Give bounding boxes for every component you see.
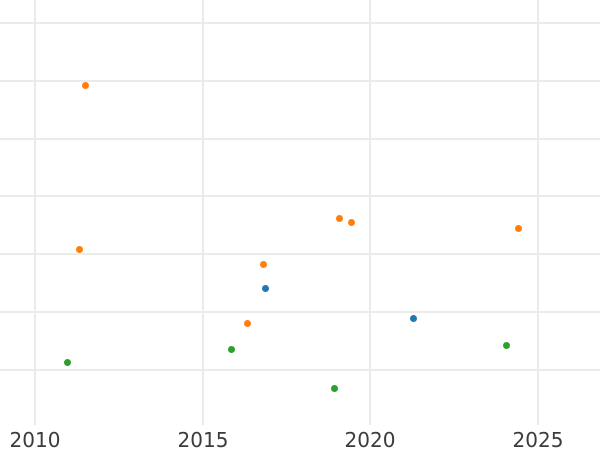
x-tick-label: 2025 <box>512 428 564 450</box>
scatter-point-orange <box>81 81 89 89</box>
scatter-point-blue <box>409 314 417 322</box>
x-tick-label: 2020 <box>344 428 396 450</box>
gridline-vertical <box>369 0 371 425</box>
gridline-horizontal <box>0 311 600 313</box>
gridline-vertical <box>202 0 204 425</box>
gridline-horizontal <box>0 369 600 371</box>
gridline-horizontal <box>0 22 600 24</box>
scatter-point-green <box>330 384 338 392</box>
scatter-point-green <box>227 345 235 353</box>
scatter-point-green <box>502 341 510 349</box>
scatter-point-orange <box>347 218 355 226</box>
x-tick-label: 2010 <box>9 428 61 450</box>
scatter-point-orange <box>243 319 251 327</box>
gridline-vertical <box>34 0 36 425</box>
gridline-horizontal <box>0 138 600 140</box>
x-tick-label: 2015 <box>177 428 229 450</box>
gridline-horizontal <box>0 195 600 197</box>
scatter-point-orange <box>75 245 83 253</box>
scatter-point-blue <box>261 284 269 292</box>
gridline-horizontal <box>0 253 600 255</box>
gridline-horizontal <box>0 80 600 82</box>
scatter-point-orange <box>259 260 267 268</box>
scatter-point-orange <box>335 214 343 222</box>
scatter-point-green <box>63 358 71 366</box>
gridline-vertical <box>537 0 539 425</box>
scatter-point-orange <box>514 224 522 232</box>
